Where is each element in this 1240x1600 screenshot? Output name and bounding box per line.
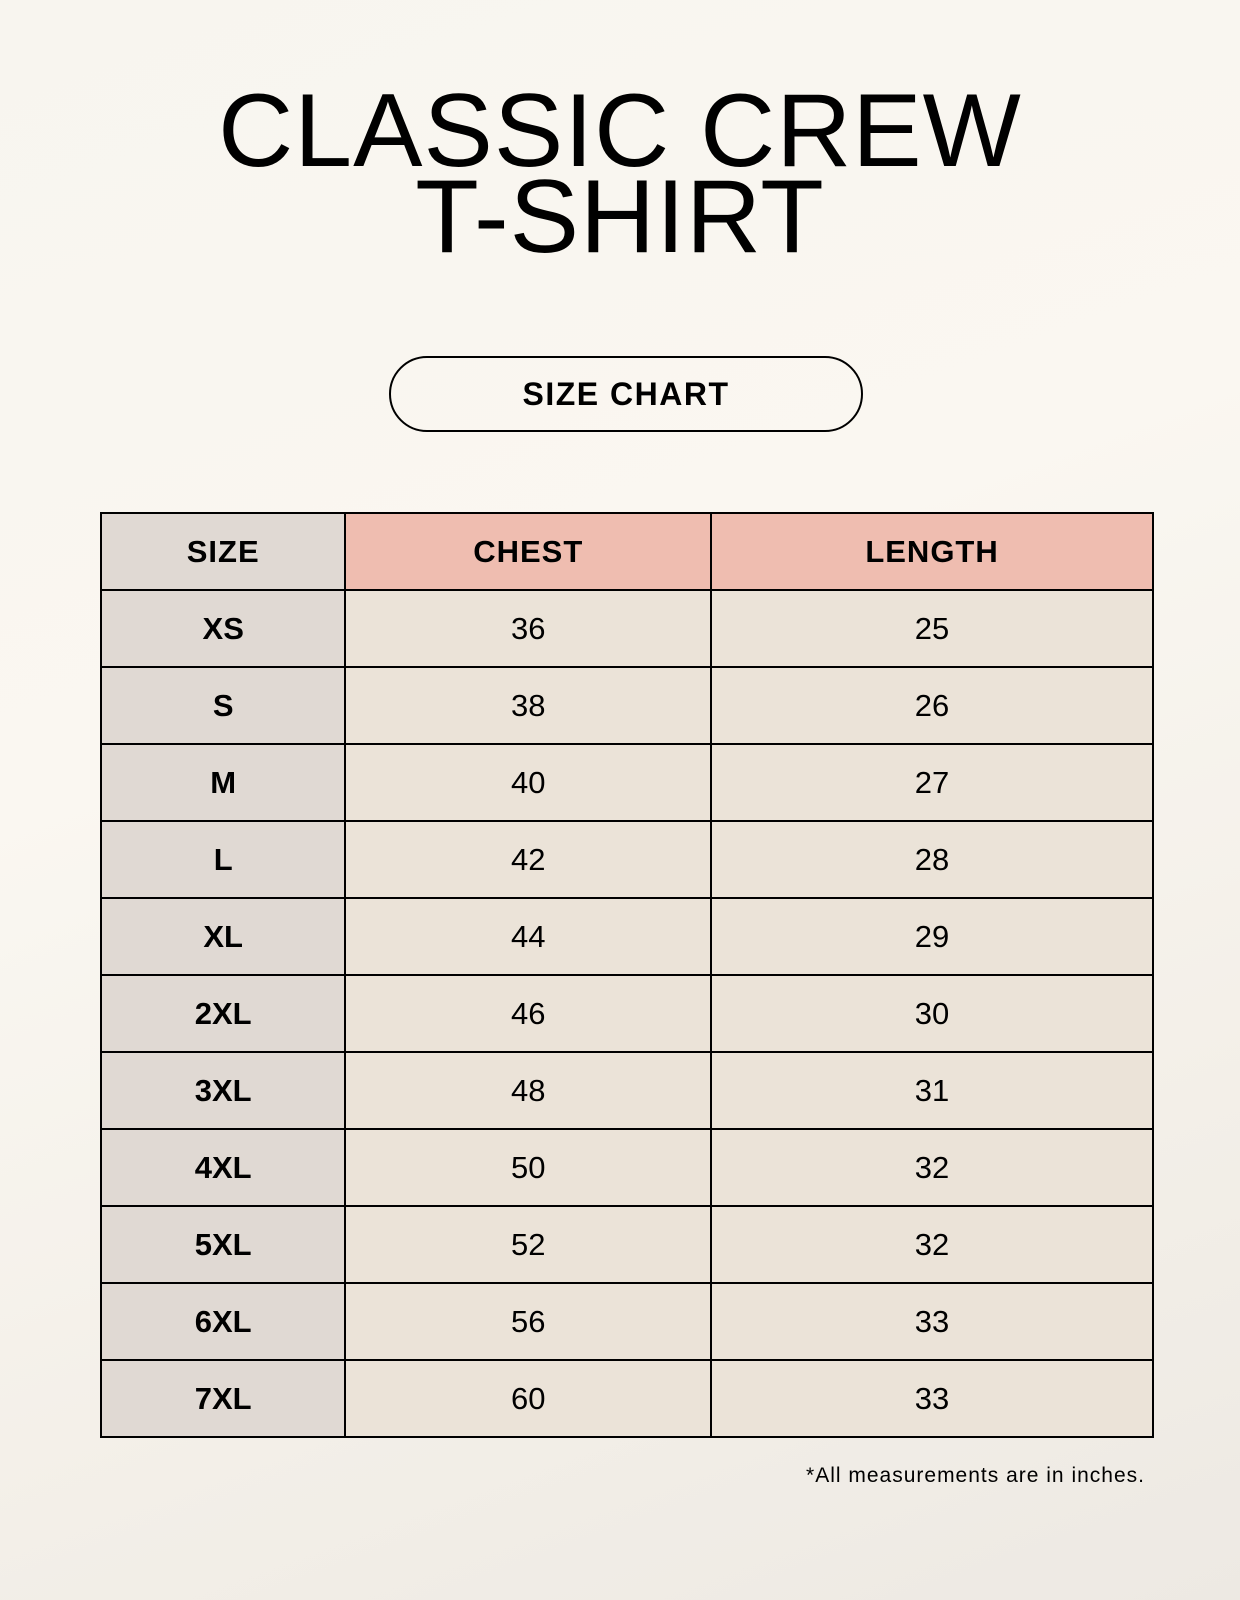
length-cell: 27 bbox=[710, 743, 1154, 822]
table-row: 6XL 56 33 bbox=[99, 1282, 1154, 1361]
chest-cell: 48 bbox=[344, 1051, 713, 1130]
chest-cell: 50 bbox=[344, 1128, 713, 1207]
length-cell: 32 bbox=[710, 1128, 1154, 1207]
footnote: *All measurements are in inches. bbox=[806, 1464, 1145, 1487]
length-cell: 28 bbox=[710, 820, 1154, 899]
size-cell: M bbox=[99, 743, 347, 822]
size-cell: 4XL bbox=[99, 1128, 347, 1207]
length-cell: 33 bbox=[710, 1359, 1154, 1438]
size-cell: 3XL bbox=[99, 1051, 347, 1130]
table-row: XS 36 25 bbox=[99, 589, 1154, 668]
size-cell: 2XL bbox=[99, 974, 347, 1053]
table-row: 2XL 46 30 bbox=[99, 974, 1154, 1053]
length-cell: 31 bbox=[710, 1051, 1154, 1130]
chest-cell: 38 bbox=[344, 666, 713, 745]
chest-cell: 56 bbox=[344, 1282, 713, 1361]
length-cell: 33 bbox=[710, 1282, 1154, 1361]
table-row: 5XL 52 32 bbox=[99, 1205, 1154, 1284]
chest-cell: 42 bbox=[344, 820, 713, 899]
header-length: LENGTH bbox=[710, 512, 1154, 591]
table-row: 7XL 60 33 bbox=[99, 1359, 1154, 1438]
chest-cell: 60 bbox=[344, 1359, 713, 1438]
chest-cell: 40 bbox=[344, 743, 713, 822]
title-line-2: T-SHIRT bbox=[415, 159, 825, 275]
length-cell: 32 bbox=[710, 1205, 1154, 1284]
size-cell: XS bbox=[99, 589, 347, 668]
size-cell: L bbox=[99, 820, 347, 899]
length-cell: 30 bbox=[710, 974, 1154, 1053]
size-chart-badge: SIZE CHART bbox=[389, 356, 863, 432]
size-cell: 6XL bbox=[99, 1282, 347, 1361]
page-title: CLASSIC CREW T-SHIRT bbox=[0, 73, 1240, 275]
chest-cell: 36 bbox=[344, 589, 713, 668]
length-cell: 25 bbox=[710, 589, 1154, 668]
header-chest: CHEST bbox=[344, 512, 713, 591]
table-row: 3XL 48 31 bbox=[99, 1051, 1154, 1130]
header-size: SIZE bbox=[99, 512, 347, 591]
size-cell: 7XL bbox=[99, 1359, 347, 1438]
size-cell: XL bbox=[99, 897, 347, 976]
length-cell: 29 bbox=[710, 897, 1154, 976]
table-header-row: SIZE CHEST LENGTH bbox=[99, 512, 1154, 591]
chest-cell: 44 bbox=[344, 897, 713, 976]
length-cell: 26 bbox=[710, 666, 1154, 745]
table-row: S 38 26 bbox=[99, 666, 1154, 745]
title-line-1: CLASSIC CREW bbox=[218, 73, 1022, 189]
table-row: XL 44 29 bbox=[99, 897, 1154, 976]
chest-cell: 46 bbox=[344, 974, 713, 1053]
size-cell: 5XL bbox=[99, 1205, 347, 1284]
chest-cell: 52 bbox=[344, 1205, 713, 1284]
size-table: SIZE CHEST LENGTH XS 36 25 S 38 26 M 40 27 L 42 28 X… bbox=[99, 512, 1154, 1438]
table-row: M 40 27 bbox=[99, 743, 1154, 822]
table-row: L 42 28 bbox=[99, 820, 1154, 899]
size-cell: S bbox=[99, 666, 347, 745]
table-row: 4XL 50 32 bbox=[99, 1128, 1154, 1207]
